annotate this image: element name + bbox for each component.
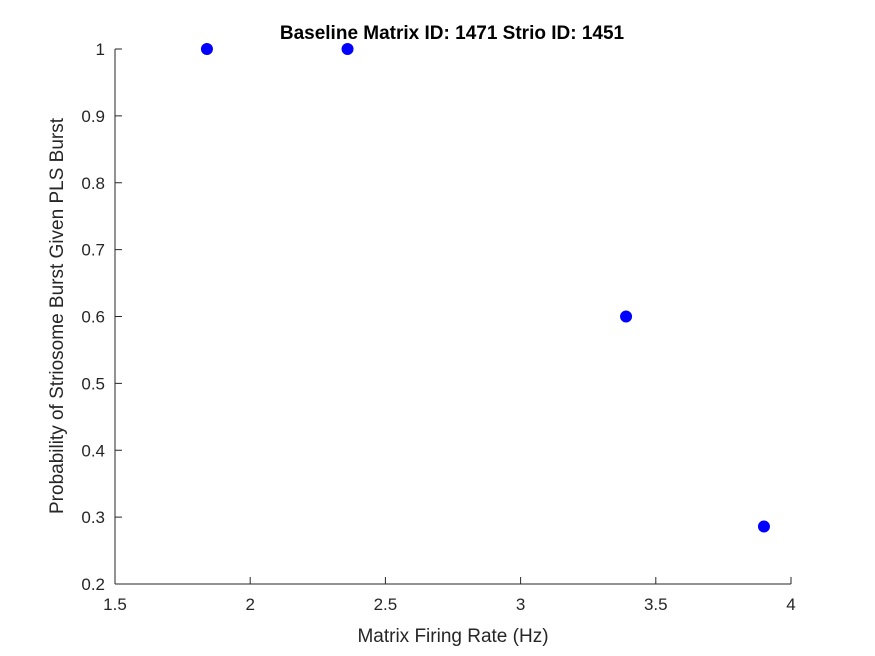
y-tick-label: 0.6 bbox=[81, 308, 105, 327]
chart-title: Baseline Matrix ID: 1471 Strio ID: 1451 bbox=[280, 23, 625, 44]
y-axis-ticks: 0.2 0.3 0.4 0.5 0.6 0.7 0.8 0.9 1 bbox=[81, 40, 122, 594]
data-point bbox=[341, 43, 354, 55]
x-tick-label: 2.5 bbox=[374, 595, 398, 614]
y-axis-label: Probability of Striosome Burst Given PLS… bbox=[47, 117, 68, 514]
y-tick-label: 0.9 bbox=[81, 107, 105, 126]
x-tick-label: 4 bbox=[786, 595, 795, 614]
y-tick-label: 0.4 bbox=[81, 441, 105, 460]
axes bbox=[114, 49, 791, 585]
x-tick-label: 3 bbox=[516, 595, 525, 614]
x-tick-label: 1.5 bbox=[103, 595, 127, 614]
y-tick-label: 0.3 bbox=[81, 508, 105, 527]
y-tick-label: 0.7 bbox=[81, 241, 105, 260]
x-tick-label: 2 bbox=[245, 595, 254, 614]
x-tick-label: 3.5 bbox=[644, 595, 668, 614]
data-points bbox=[200, 43, 770, 533]
y-tick-label: 1 bbox=[96, 40, 105, 59]
data-point bbox=[200, 43, 213, 55]
y-tick-label: 0.5 bbox=[81, 374, 105, 393]
data-point bbox=[757, 520, 770, 533]
x-axis-label: Matrix Firing Rate (Hz) bbox=[357, 626, 548, 647]
y-tick-label: 0.2 bbox=[81, 575, 105, 594]
y-tick-label: 0.8 bbox=[81, 174, 105, 193]
data-point bbox=[620, 310, 633, 323]
x-axis-ticks: 1.5 2 2.5 3 3.5 4 bbox=[103, 577, 796, 614]
